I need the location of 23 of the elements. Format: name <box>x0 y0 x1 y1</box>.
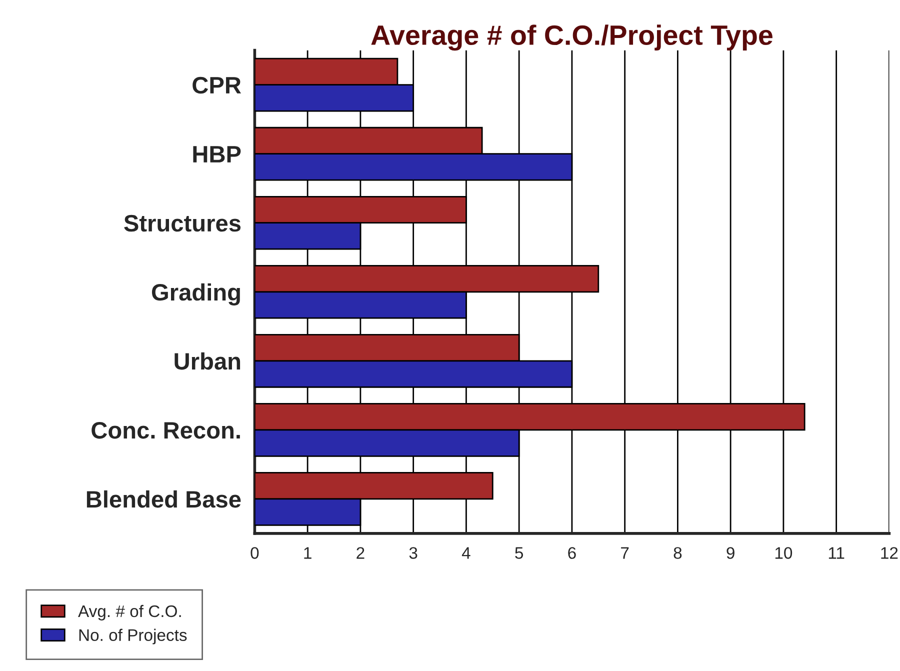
x-tick-label: 11 <box>828 547 844 559</box>
x-tick-label: 9 <box>726 547 734 559</box>
x-tick-label: 7 <box>621 547 629 559</box>
y-tick-label: HBP <box>193 146 241 162</box>
x-tick-label: 2 <box>356 547 364 559</box>
x-tick-label: 4 <box>462 547 470 559</box>
x-tick-label: 12 <box>881 547 898 559</box>
chart-title: Average # of C.O./Project Type <box>371 24 772 51</box>
y-tick-label: Grading <box>152 283 240 306</box>
x-tick-label: 6 <box>568 547 576 559</box>
x-tick-label: 8 <box>674 547 682 559</box>
y-tick-label: Blended Base <box>86 490 241 508</box>
x-tick-label: 0 <box>250 547 259 559</box>
y-tick-label: Urban <box>174 352 240 370</box>
x-tick-label: 1 <box>304 547 312 559</box>
x-tick-label: 5 <box>515 547 524 559</box>
y-tick-label: CPR <box>192 76 242 94</box>
y-tick-label: Conc. Recon. <box>92 422 240 439</box>
legend-label: Avg. # of C.O. <box>78 604 181 620</box>
y-tick-label: Structures <box>124 214 241 232</box>
x-tick-label: 10 <box>775 547 792 559</box>
legend-label: No. of Projects <box>79 628 187 644</box>
x-tick-label: 3 <box>409 547 418 559</box>
